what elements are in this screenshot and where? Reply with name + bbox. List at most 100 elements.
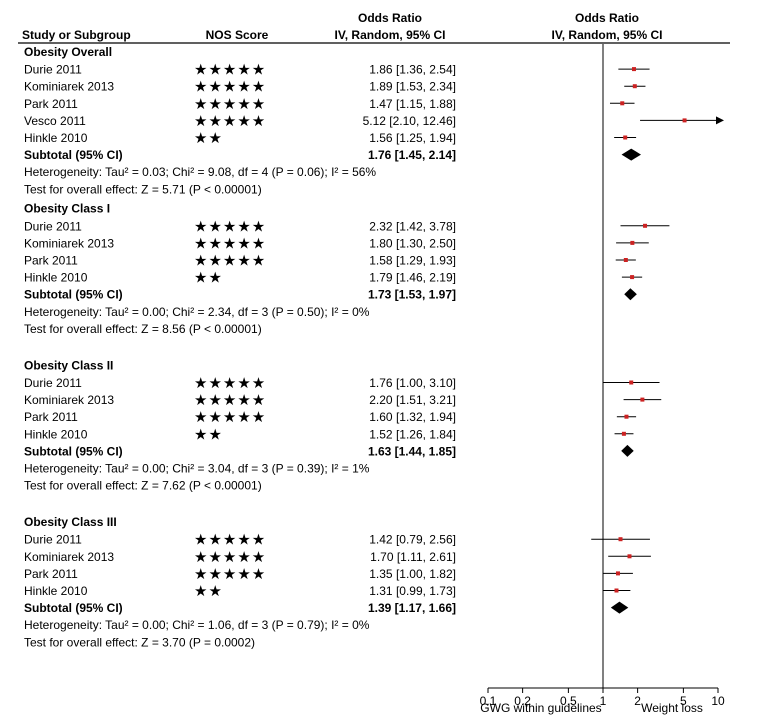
study-name: Durie 2011 <box>24 376 82 390</box>
or-ci-text: 1.76 [1.00, 3.10] <box>369 376 456 390</box>
x-tick-label: 0.5 <box>560 694 577 708</box>
point-estimate <box>630 275 635 280</box>
study-name: Kominiarek 2013 <box>24 236 114 250</box>
point-estimate <box>630 240 635 245</box>
or-ci-text: 1.47 [1.15, 1.88] <box>369 97 456 111</box>
nos-stars: ★★★★★ <box>194 532 266 549</box>
or-ci-text: 1.80 [1.30, 2.50] <box>369 236 456 250</box>
overall-effect-text: Test for overall effect: Z = 3.70 (P = 0… <box>24 635 255 649</box>
or-ci-text: 1.89 [1.53, 2.34] <box>369 80 456 94</box>
subtotal-label: Subtotal (95% CI) <box>24 444 123 458</box>
study-name: Park 2011 <box>24 410 78 424</box>
point-estimate <box>631 67 636 72</box>
overall-effect-text: Test for overall effect: Z = 5.71 (P < 0… <box>24 182 262 196</box>
nos-stars: ★★★★★ <box>194 62 266 79</box>
study-name: Park 2011 <box>24 254 78 268</box>
study-name: Park 2011 <box>24 97 78 111</box>
study-name: Park 2011 <box>24 567 78 581</box>
x-tick-label: 2 <box>634 694 641 708</box>
or-ci-text: 1.70 [1.11, 2.61] <box>370 550 456 564</box>
nos-stars: ★★★★★ <box>194 566 266 583</box>
x-label-left: GWG within guidelines <box>480 701 601 715</box>
nos-stars: ★★★★★ <box>194 375 266 392</box>
point-estimate <box>620 101 625 106</box>
study-name: Hinkle 2010 <box>24 131 88 145</box>
nos-stars: ★★★★★ <box>194 218 266 235</box>
rows-layer: Obesity Overall Durie 2011 ★★★★★ 1.86 [1.36… <box>24 45 456 649</box>
study-name: Hinkle 2010 <box>24 271 88 285</box>
nos-stars: ★★ <box>194 270 223 287</box>
point-estimate <box>643 223 648 228</box>
subtotal-or-ci: 1.63 [1.44, 1.85] <box>368 444 456 458</box>
study-name: Hinkle 2010 <box>24 427 88 441</box>
subtotal-or-ci: 1.76 [1.45, 2.14] <box>368 148 456 162</box>
point-estimate <box>614 588 619 593</box>
point-estimate <box>621 431 626 436</box>
or-ci-text: 2.32 [1.42, 3.78] <box>369 219 456 233</box>
study-name: Vesco 2011 <box>24 114 86 128</box>
nos-stars: ★★★★★ <box>194 409 266 426</box>
x-tick-label: 10 <box>711 694 725 708</box>
or-ci-text: 1.35 [1.00, 1.82] <box>369 567 456 581</box>
x-tick-label: 5 <box>680 694 687 708</box>
subtotal-diamond <box>610 601 629 614</box>
or-header-bottom: IV, Random, 95% CI <box>335 28 446 42</box>
x-tick-label: 0.1 <box>480 694 497 708</box>
plot-header-bottom: IV, Random, 95% CI <box>552 28 663 42</box>
nos-stars: ★★ <box>194 130 223 147</box>
point-estimate <box>627 554 632 559</box>
or-ci-text: 1.79 [1.46, 2.19] <box>369 271 456 285</box>
group-title: Obesity Class II <box>24 358 113 372</box>
study-name: Durie 2011 <box>24 533 82 547</box>
subtotal-label: Subtotal (95% CI) <box>24 148 123 162</box>
nos-stars: ★★★★★ <box>194 113 266 130</box>
point-estimate <box>615 571 620 576</box>
x-tick-label: 0.2 <box>514 694 531 708</box>
or-ci-text: 1.42 [0.79, 2.56] <box>369 533 456 547</box>
subtotal-diamond <box>621 444 634 457</box>
x-tick-label: 1 <box>600 694 607 708</box>
study-name: Hinkle 2010 <box>24 584 88 598</box>
study-name: Durie 2011 <box>24 63 82 77</box>
nos-stars: ★★★★★ <box>194 79 266 96</box>
or-ci-text: 1.56 [1.25, 1.94] <box>369 131 456 145</box>
subtotal-or-ci: 1.73 [1.53, 1.97] <box>368 288 456 302</box>
subtotal-diamond <box>624 288 637 301</box>
subtotal-label: Subtotal (95% CI) <box>24 601 123 615</box>
study-name: Durie 2011 <box>24 219 82 233</box>
study-name: Kominiarek 2013 <box>24 393 114 407</box>
or-ci-text: 1.52 [1.26, 1.84] <box>369 427 456 441</box>
heterogeneity-text: Heterogeneity: Tau² = 0.00; Chi² = 1.06,… <box>24 618 370 632</box>
study-name: Kominiarek 2013 <box>24 550 114 564</box>
point-estimate <box>618 537 623 542</box>
or-ci-text: 2.20 [1.51, 3.21] <box>369 393 456 407</box>
nos-stars: ★★★★★ <box>194 96 266 113</box>
heterogeneity-text: Heterogeneity: Tau² = 0.00; Chi² = 2.34,… <box>24 305 370 319</box>
study-header: Study or Subgroup <box>22 28 131 42</box>
overall-effect-text: Test for overall effect: Z = 7.62 (P < 0… <box>24 479 262 493</box>
nos-stars: ★★ <box>194 426 223 443</box>
nos-stars: ★★ <box>194 583 223 600</box>
or-ci-text: 5.12 [2.10, 12.46] <box>363 114 456 128</box>
subtotal-label: Subtotal (95% CI) <box>24 288 123 302</box>
overall-effect-text: Test for overall effect: Z = 8.56 (P < 0… <box>24 322 262 336</box>
heterogeneity-text: Heterogeneity: Tau² = 0.00; Chi² = 3.04,… <box>24 462 370 476</box>
study-name: Kominiarek 2013 <box>24 80 114 94</box>
point-estimate <box>624 414 629 419</box>
heterogeneity-text: Heterogeneity: Tau² = 0.03; Chi² = 9.08,… <box>24 165 376 179</box>
subtotal-diamond <box>621 148 641 161</box>
nos-stars: ★★★★★ <box>194 392 266 409</box>
plot-layer <box>591 44 724 688</box>
point-estimate <box>682 118 687 123</box>
x-label-right: Weight loss <box>641 701 703 715</box>
nos-stars: ★★★★★ <box>194 549 266 566</box>
point-estimate <box>623 135 628 140</box>
point-estimate <box>632 84 637 89</box>
subtotal-or-ci: 1.39 [1.17, 1.66] <box>368 601 456 615</box>
x-axis: 0.1 0.2 0.5 1 2 5 10 <box>480 687 725 708</box>
point-estimate <box>629 380 634 385</box>
or-ci-text: 1.31 [0.99, 1.73] <box>369 584 456 598</box>
or-header-top: Odds Ratio <box>358 11 422 25</box>
plot-header-top: Odds Ratio <box>575 11 639 25</box>
